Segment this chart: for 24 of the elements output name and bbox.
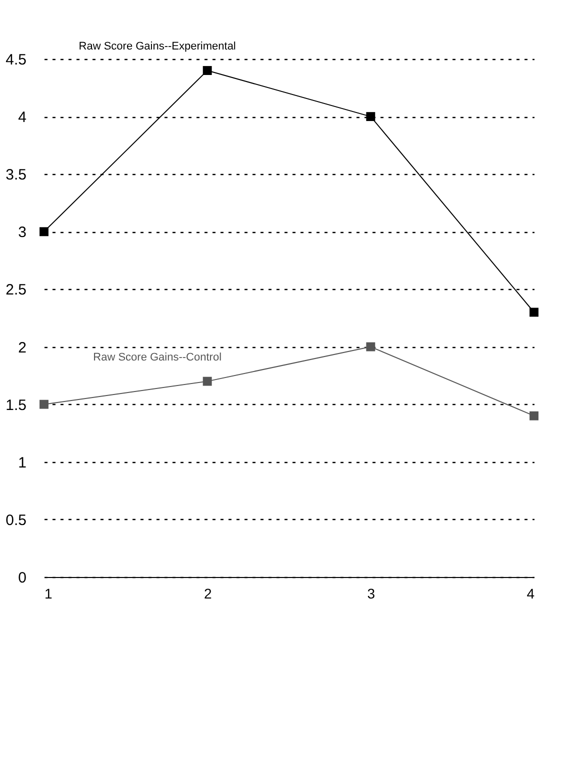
y-tick-label: 3.5 <box>6 166 26 184</box>
point <box>366 112 376 122</box>
y-tick-label: 3 <box>18 224 26 242</box>
point <box>40 400 48 409</box>
x-tick-label: 2 <box>204 586 212 602</box>
x-tick-label: 4 <box>526 586 535 602</box>
y-tick-label: 2 <box>18 339 26 356</box>
text: Raw Score Gains--Experimental <box>78 40 236 53</box>
point <box>366 342 376 352</box>
y-tick-label: 0.5 <box>6 512 26 529</box>
x-tick-label: 3 <box>367 586 376 602</box>
series-label: Raw Score Gains--Control <box>93 351 222 364</box>
point <box>530 308 538 317</box>
y-tick-label: 4.5 <box>6 52 26 68</box>
y-tick-label: 1 <box>18 454 26 472</box>
y-tick-label: 2.5 <box>6 282 26 299</box>
y-tick-label: 4 <box>18 109 26 126</box>
point <box>40 227 48 236</box>
point <box>202 66 212 75</box>
y-tick-label: 1.5 <box>6 396 26 414</box>
x-tick-label: 1 <box>44 586 52 602</box>
point <box>202 376 212 386</box>
point <box>530 411 538 420</box>
y-tick-label: 0 <box>18 570 26 586</box>
